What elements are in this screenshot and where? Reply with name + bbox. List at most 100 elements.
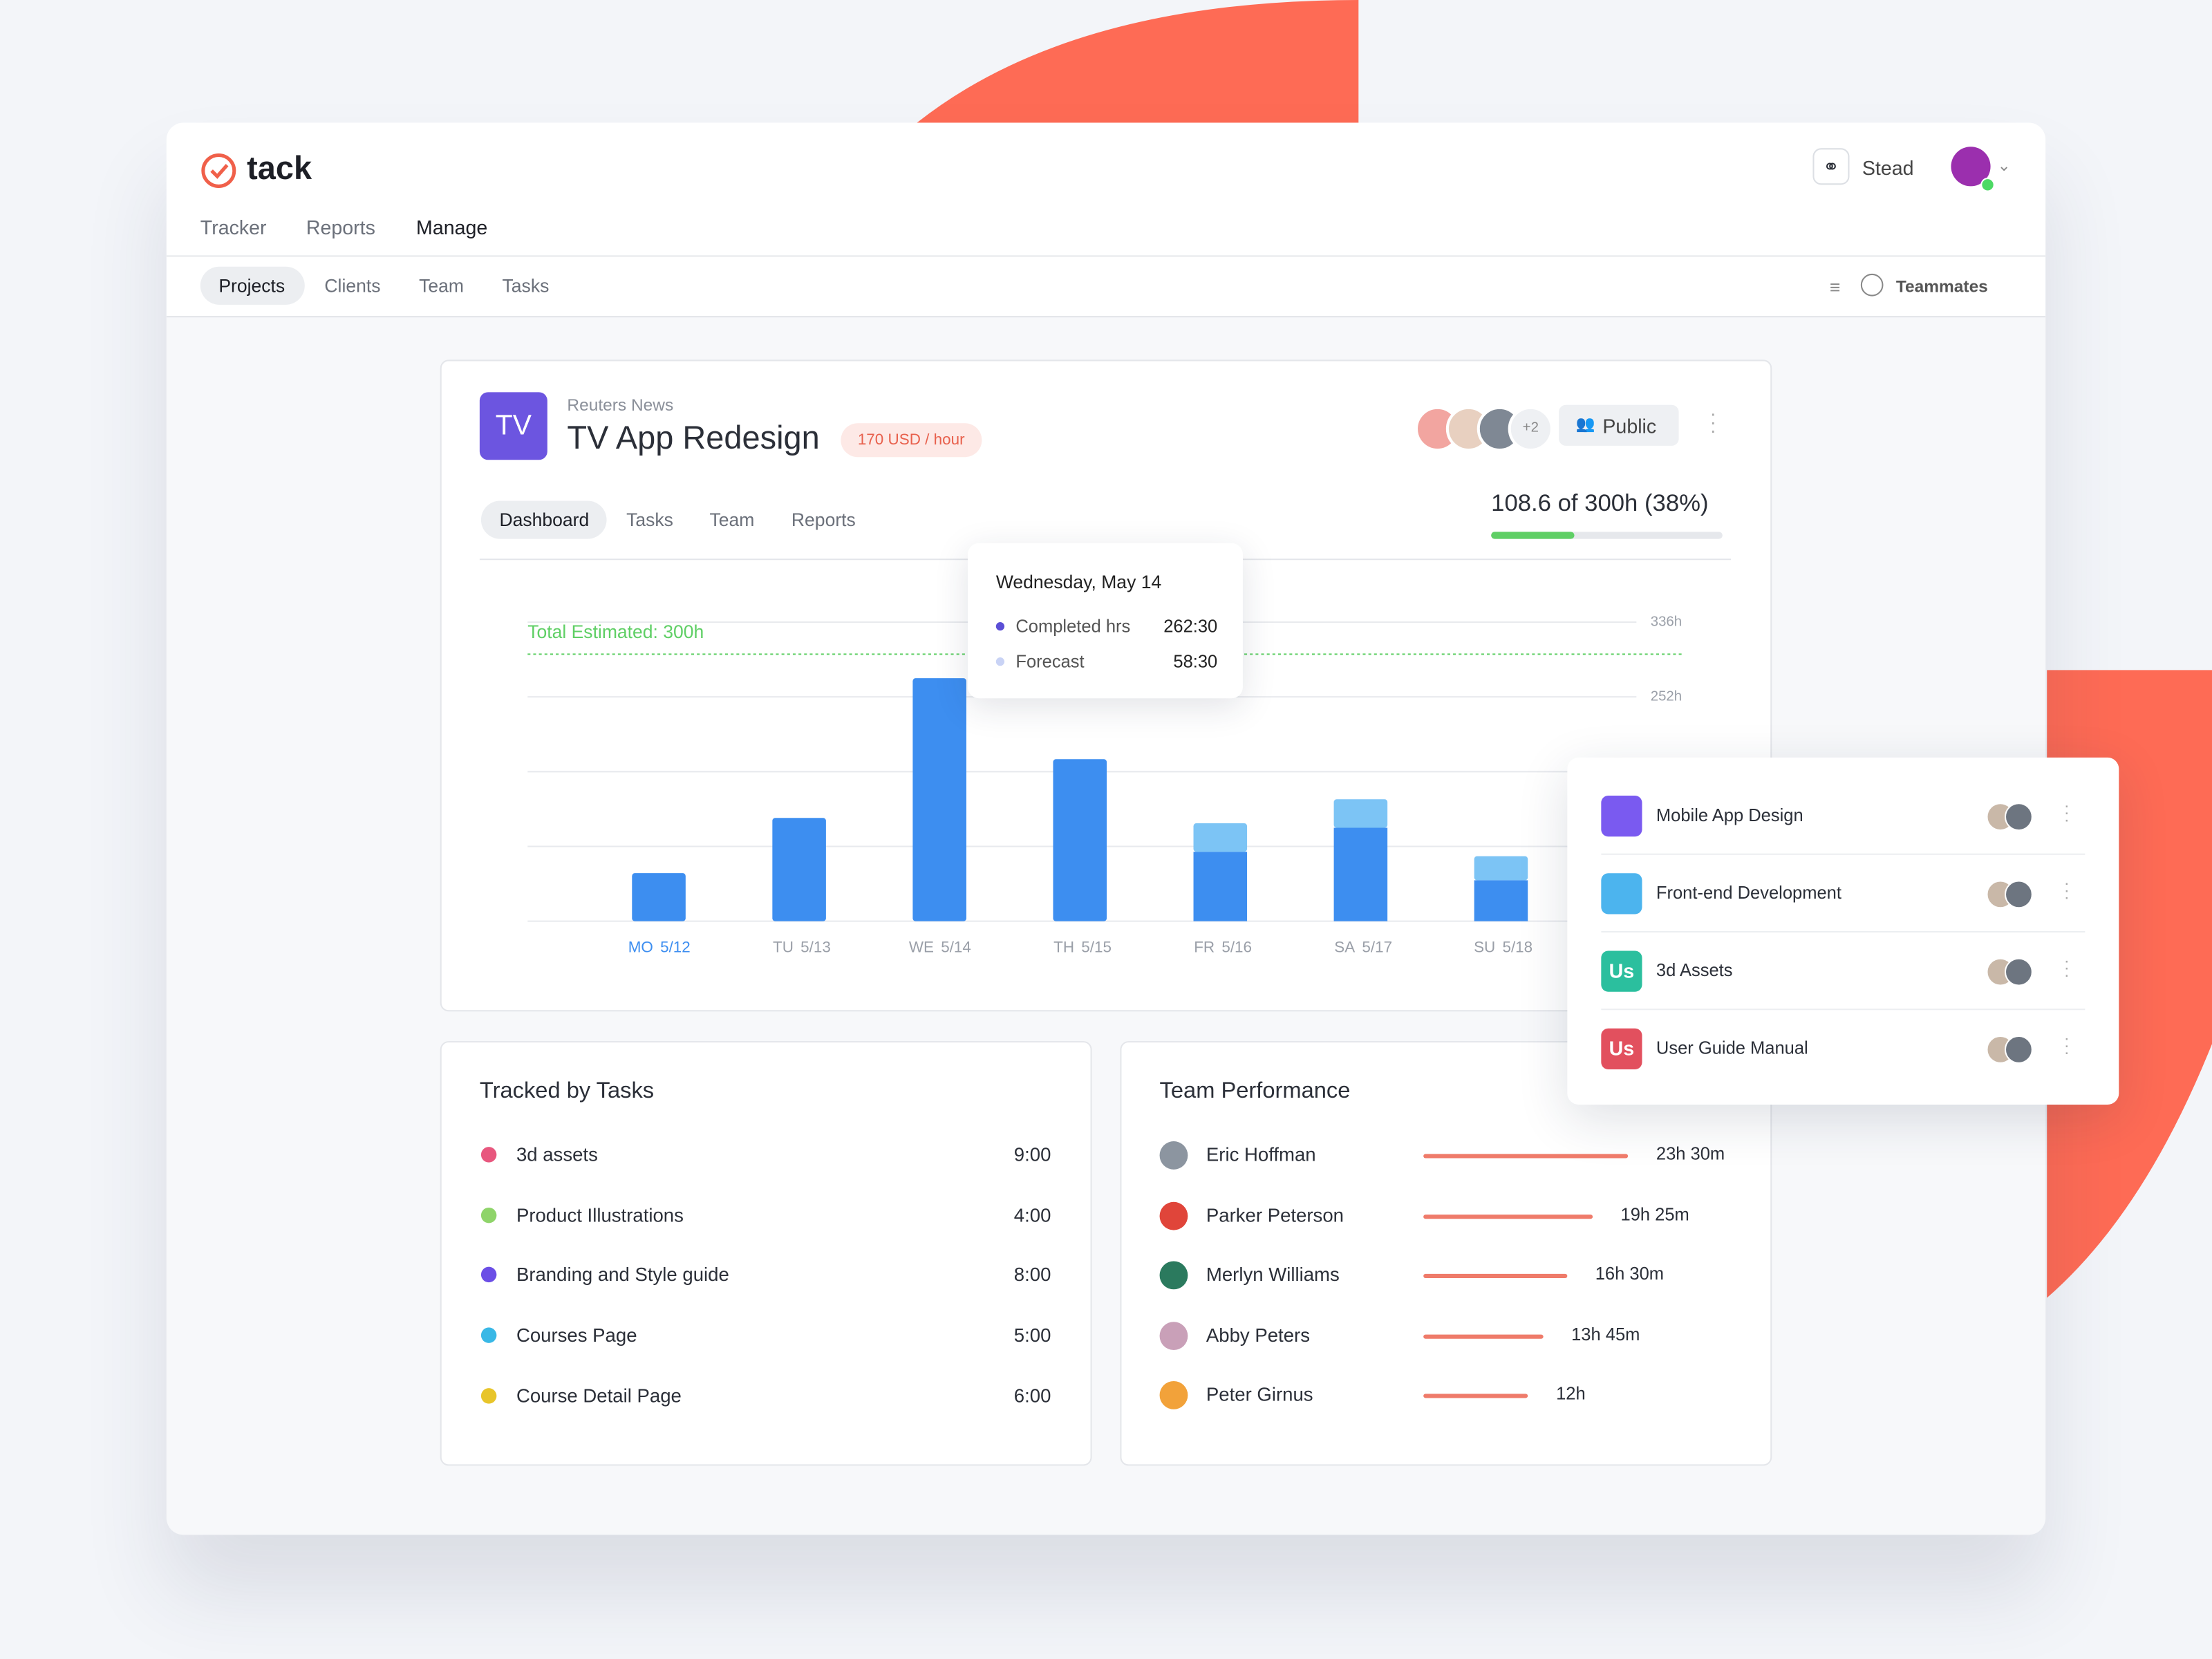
member-avatar	[2004, 803, 2033, 832]
bar	[912, 678, 966, 921]
task-time: 5:00	[1013, 1324, 1051, 1347]
estimate-label: Total Estimated: 300h	[527, 621, 704, 642]
client: Reuters News	[567, 395, 674, 415]
member-bar	[1423, 1394, 1528, 1398]
member-hours: 23h 30m	[1656, 1144, 1725, 1164]
bar	[1474, 856, 1528, 881]
member-avatar	[2004, 1035, 2033, 1064]
subnav-item[interactable]: Team	[419, 274, 465, 297]
x-tick-day: MO	[628, 938, 653, 955]
bar	[1053, 759, 1107, 921]
kebab[interactable]: · · ·	[2063, 1028, 2070, 1062]
kebab[interactable]: · · ·	[2063, 796, 2070, 830]
x-tick-label: 5/17	[1362, 938, 1392, 955]
member-name: Abby Peters	[1206, 1324, 1310, 1345]
tasks-card	[440, 1041, 1092, 1466]
tab[interactable]: Tasks	[626, 509, 673, 531]
task-dot	[480, 1147, 497, 1163]
task-name: Course Detail Page	[516, 1385, 682, 1407]
member-name: Merlyn Williams	[1206, 1264, 1340, 1286]
nav-item[interactable]: Reports	[306, 216, 375, 238]
task-time: 6:00	[1013, 1385, 1051, 1407]
member-bar	[1423, 1214, 1593, 1219]
filter-icon[interactable]: ≡	[1829, 276, 1841, 298]
member-hours: 12h	[1556, 1384, 1586, 1404]
visibility[interactable]: Public	[1602, 414, 1657, 438]
card-title: Team Performance	[1159, 1079, 1351, 1103]
x-tick-label: 5/15	[1081, 938, 1112, 955]
tab[interactable]: Dashboard	[499, 509, 590, 531]
member-hours: 16h 30m	[1595, 1264, 1665, 1284]
nav-item[interactable]: Tracker	[200, 216, 267, 238]
project-name[interactable]: Mobile App Design	[1656, 805, 1803, 825]
task-name: Branding and Style guide	[516, 1264, 729, 1286]
task-dot	[480, 1327, 497, 1344]
bar	[1193, 852, 1248, 921]
brand: tack	[247, 149, 312, 187]
divider	[1601, 930, 2086, 932]
filter[interactable]: Teammates	[1895, 276, 1988, 297]
x-tick-day: WE	[909, 938, 934, 955]
subnav-item[interactable]: Tasks	[502, 274, 550, 297]
rate-badge: 170 USD / hour	[841, 423, 982, 458]
status-dot	[1980, 178, 1995, 192]
divider	[1601, 853, 2086, 855]
bar	[1333, 799, 1388, 828]
tab-pill	[480, 500, 607, 539]
kebab[interactable]: · · ·	[1709, 402, 1717, 442]
tab[interactable]: Team	[709, 509, 755, 531]
extra-members[interactable]: +2	[1508, 406, 1553, 452]
kebab[interactable]: · · ·	[2063, 950, 2070, 985]
member-bar	[1423, 1333, 1544, 1338]
bar	[772, 818, 826, 921]
member-name: Parker Peterson	[1206, 1203, 1344, 1226]
project-name[interactable]: Front-end Development	[1656, 883, 1841, 903]
workspace-icon[interactable]: ⚭	[1812, 148, 1850, 185]
divider	[166, 255, 2046, 257]
task-dot	[480, 1207, 497, 1223]
member-name: Eric Hoffman	[1206, 1144, 1316, 1165]
tooltip-dot	[995, 621, 1005, 631]
tooltip-value: 58:30	[1173, 651, 1218, 672]
project-icon: TV	[479, 392, 547, 460]
tab[interactable]: Reports	[791, 509, 856, 531]
project-name[interactable]: User Guide Manual	[1656, 1038, 1808, 1058]
member-hours: 13h 45m	[1571, 1324, 1640, 1344]
member-avatar	[2004, 880, 2033, 909]
chevron[interactable]: ⌄	[1997, 158, 2011, 176]
subnav-item[interactable]: Clients	[324, 274, 381, 297]
x-tick-day: SU	[1474, 938, 1495, 955]
member-avatar	[2004, 957, 2033, 986]
member-avatar	[1159, 1141, 1188, 1170]
teammates-icon	[1860, 273, 1884, 297]
project-icon: Us	[1601, 1028, 1642, 1069]
kebab[interactable]: · · ·	[2063, 873, 2070, 908]
public-button[interactable]	[1559, 404, 1679, 446]
project-name[interactable]: 3d Assets	[1656, 960, 1733, 981]
member-avatar	[1159, 1261, 1188, 1290]
tooltip-label: Completed hrs	[1015, 616, 1131, 637]
progress-label: 108.6 of 300h (38%)	[1491, 489, 1709, 516]
project-title: TV App Redesign	[567, 419, 820, 456]
x-tick-label: 5/16	[1221, 938, 1252, 955]
divider	[1601, 1009, 2086, 1011]
tooltip-value: 262:30	[1163, 616, 1218, 637]
subnav-item[interactable]: Projects	[218, 274, 285, 297]
member-avatar	[1159, 1321, 1188, 1350]
member-bar	[1423, 1273, 1567, 1278]
task-dot	[480, 1387, 497, 1404]
task-name: Courses Page	[516, 1324, 637, 1347]
x-tick-label: 5/14	[941, 938, 971, 955]
task-time: 8:00	[1013, 1264, 1051, 1286]
workspace[interactable]: Stead	[1862, 156, 1914, 180]
nav-item[interactable]: Manage	[416, 216, 488, 238]
task-dot	[480, 1267, 497, 1283]
bar	[1474, 880, 1528, 921]
task-name: 3d assets	[516, 1144, 598, 1165]
x-tick-label: 5/13	[800, 938, 831, 955]
people-icon: 👥	[1575, 416, 1595, 433]
tooltip-title: Wednesday, May 14	[995, 571, 1162, 593]
